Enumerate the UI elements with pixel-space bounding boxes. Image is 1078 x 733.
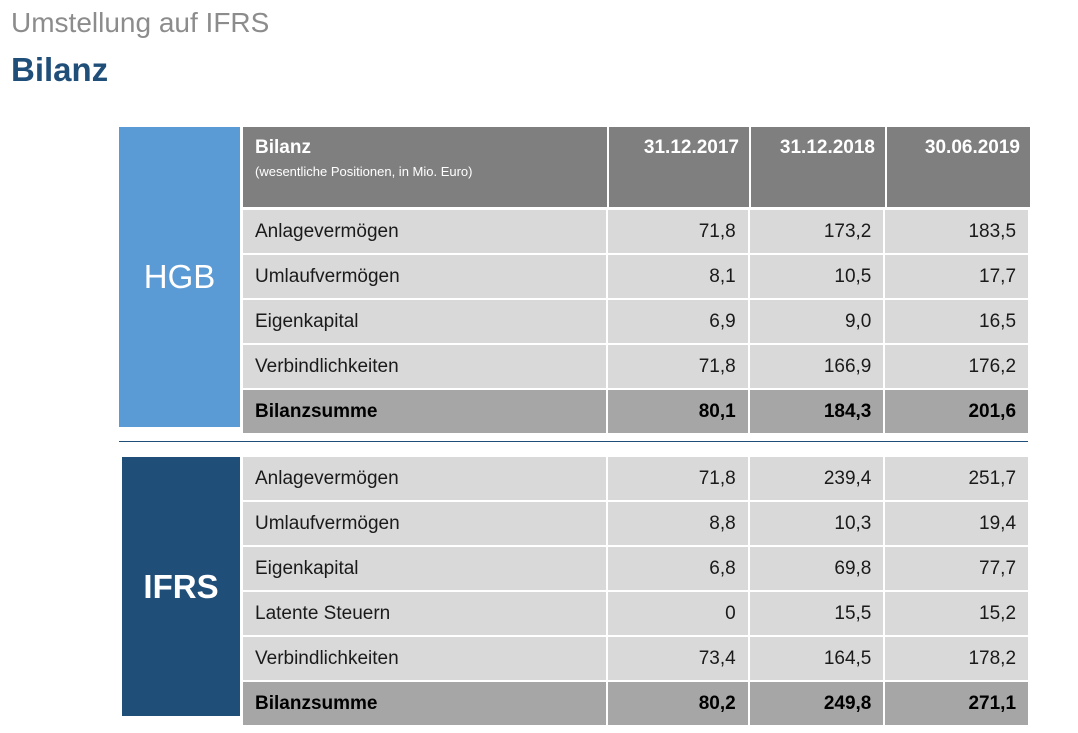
ifrs-section-label: IFRS (122, 457, 240, 716)
page-subtitle: Umstellung auf IFRS (11, 7, 270, 38)
row-value: 71,8 (608, 210, 750, 253)
ifrs-table-body: Anlagevermögen 71,8 239,4 251,7 Umlaufve… (243, 457, 1029, 727)
row-value: 6,9 (608, 300, 750, 343)
row-label: Verbindlichkeiten (243, 637, 609, 680)
row-value: 10,5 (749, 255, 886, 298)
row-value: 9,0 (749, 300, 886, 343)
hgb-section-label: HGB (119, 127, 240, 427)
row-value: 17,7 (885, 255, 1029, 298)
row-label: Eigenkapital (243, 547, 609, 590)
table-row: Verbindlichkeiten 73,4 164,5 178,2 (243, 637, 1029, 680)
row-value: 166,9 (749, 345, 886, 388)
section-divider (119, 441, 1028, 442)
header-label-cell: Bilanz (wesentliche Positionen, in Mio. … (243, 127, 609, 207)
row-label: Anlagevermögen (243, 210, 609, 253)
table-row: Umlaufvermögen 8,8 10,3 19,4 (243, 502, 1029, 545)
row-value: 183,5 (885, 210, 1029, 253)
total-value: 201,6 (885, 390, 1029, 433)
total-label: Bilanzsumme (243, 682, 609, 725)
table-row: Anlagevermögen 71,8 239,4 251,7 (243, 457, 1029, 500)
column-header-2017: 31.12.2017 (609, 127, 751, 207)
row-label: Latente Steuern (243, 592, 609, 635)
row-value: 15,5 (749, 592, 886, 635)
table-row: Eigenkapital 6,9 9,0 16,5 (243, 300, 1029, 343)
row-value: 19,4 (885, 502, 1029, 545)
total-value: 249,8 (749, 682, 886, 725)
row-label: Umlaufvermögen (243, 255, 609, 298)
row-label: Anlagevermögen (243, 457, 609, 500)
column-header-2019: 30.06.2019 (887, 127, 1030, 207)
table-row: Eigenkapital 6,8 69,8 77,7 (243, 547, 1029, 590)
total-label: Bilanzsumme (243, 390, 609, 433)
row-label: Umlaufvermögen (243, 502, 609, 545)
row-value: 8,8 (608, 502, 750, 545)
row-value: 15,2 (885, 592, 1029, 635)
row-value: 10,3 (749, 502, 886, 545)
row-value: 164,5 (749, 637, 886, 680)
total-value: 271,1 (885, 682, 1029, 725)
table-row: Verbindlichkeiten 71,8 166,9 176,2 (243, 345, 1029, 388)
table-row: Anlagevermögen 71,8 173,2 183,5 (243, 210, 1029, 253)
table-header: Bilanz (wesentliche Positionen, in Mio. … (243, 127, 1030, 207)
row-value: 176,2 (885, 345, 1029, 388)
hgb-table-body: Anlagevermögen 71,8 173,2 183,5 Umlaufve… (243, 210, 1029, 435)
column-header-2018: 31.12.2018 (751, 127, 887, 207)
page-title: Bilanz (11, 51, 109, 88)
row-label: Verbindlichkeiten (243, 345, 609, 388)
row-value: 71,8 (608, 457, 750, 500)
total-value: 80,1 (608, 390, 750, 433)
row-value: 251,7 (885, 457, 1029, 500)
header-sublabel: (wesentliche Positionen, in Mio. Euro) (255, 164, 473, 179)
total-value: 80,2 (608, 682, 750, 725)
table-row: Latente Steuern 0 15,5 15,2 (243, 592, 1029, 635)
total-row: Bilanzsumme 80,2 249,8 271,1 (243, 682, 1029, 725)
total-value: 184,3 (749, 390, 886, 433)
total-row: Bilanzsumme 80,1 184,3 201,6 (243, 390, 1029, 433)
row-value: 8,1 (608, 255, 750, 298)
row-value: 69,8 (749, 547, 886, 590)
row-value: 0 (608, 592, 750, 635)
row-value: 77,7 (885, 547, 1029, 590)
row-value: 178,2 (885, 637, 1029, 680)
row-value: 6,8 (608, 547, 750, 590)
row-value: 173,2 (749, 210, 886, 253)
row-value: 73,4 (608, 637, 750, 680)
row-value: 239,4 (749, 457, 886, 500)
header-label: Bilanz (255, 137, 311, 158)
table-row: Umlaufvermögen 8,1 10,5 17,7 (243, 255, 1029, 298)
row-value: 16,5 (885, 300, 1029, 343)
row-label: Eigenkapital (243, 300, 609, 343)
row-value: 71,8 (608, 345, 750, 388)
